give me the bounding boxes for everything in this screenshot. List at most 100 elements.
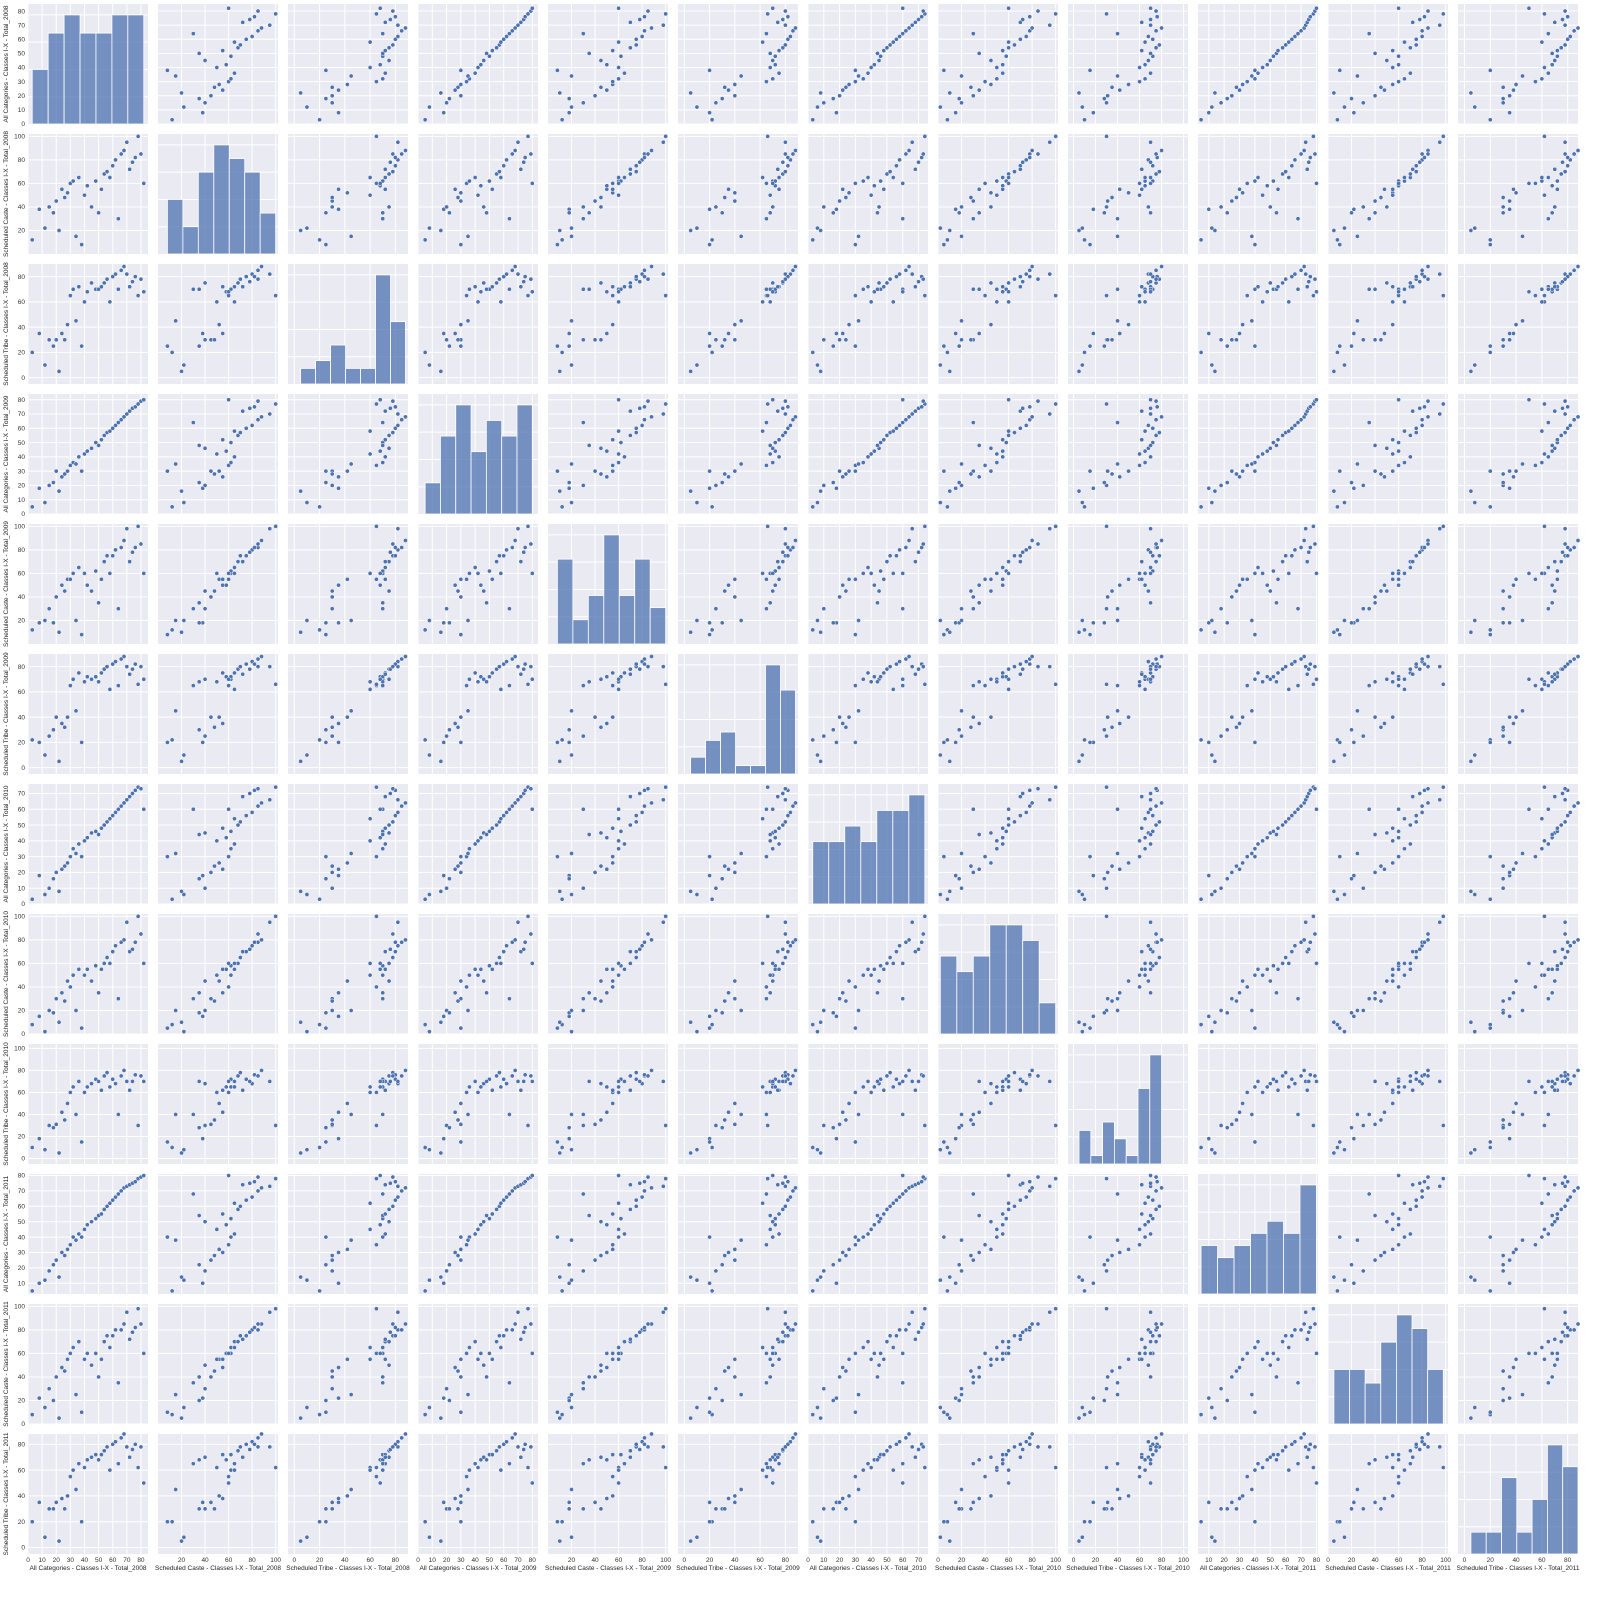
- scatter-point: [1209, 500, 1215, 505]
- scatter-point: [518, 1087, 524, 1093]
- scatter-point: [1306, 279, 1312, 285]
- scatter-point: [1137, 293, 1142, 298]
- scatter-point: [622, 175, 627, 180]
- scatter-point: [810, 1145, 816, 1150]
- scatter-point: [1244, 181, 1250, 186]
- scatter-point: [1565, 545, 1571, 550]
- scatter-point: [232, 687, 237, 692]
- scatter-point: [243, 813, 249, 818]
- scatter-point: [783, 8, 788, 14]
- scatter-point: [586, 1079, 592, 1084]
- scatter-point: [472, 175, 478, 180]
- scatter-point: [1264, 582, 1270, 588]
- scatter-point: [959, 318, 964, 324]
- scatter-point: [1126, 190, 1131, 196]
- scatter-point: [374, 11, 379, 17]
- scatter-point: [1507, 740, 1512, 745]
- scatter-point: [65, 860, 70, 866]
- scatter-point: [494, 559, 499, 564]
- scatter-point: [116, 420, 121, 425]
- cell-6-1: [158, 784, 278, 905]
- scatter-point: [475, 679, 481, 685]
- scatter-point: [1437, 526, 1443, 532]
- scatter-point: [220, 331, 226, 336]
- scatter-point: [604, 1109, 610, 1115]
- scatter-point: [1513, 576, 1519, 582]
- cell-8-3: [417, 1044, 538, 1164]
- scatter-point: [770, 806, 776, 812]
- scatter-point: [628, 822, 633, 828]
- scatter-point: [770, 961, 776, 966]
- scatter-point: [860, 178, 866, 184]
- cell-background: [1328, 4, 1448, 124]
- scatter-point: [512, 654, 518, 659]
- scatter-point: [785, 553, 791, 559]
- scatter-point: [637, 946, 643, 952]
- scatter-point: [1295, 31, 1301, 36]
- cell-6-0: [27, 784, 148, 905]
- cell-background: [28, 784, 148, 904]
- scatter-point: [645, 1073, 651, 1079]
- scatter-point: [566, 96, 572, 101]
- scatter-point: [580, 100, 586, 106]
- scatter-point: [1513, 190, 1519, 196]
- scatter-point: [900, 606, 906, 612]
- scatter-point: [438, 1150, 444, 1156]
- scatter-point: [238, 430, 243, 435]
- scatter-point: [202, 100, 208, 106]
- cell-2-0: [27, 264, 148, 384]
- scatter-point: [255, 28, 261, 34]
- scatter-point: [956, 210, 962, 216]
- scatter-point: [304, 225, 310, 231]
- scatter-point: [1425, 151, 1431, 157]
- scatter-point: [764, 854, 769, 859]
- scatter-point: [395, 411, 401, 417]
- scatter-point: [970, 216, 976, 222]
- scatter-point: [941, 343, 947, 349]
- scatter-point: [840, 331, 846, 336]
- scatter-point: [1378, 588, 1384, 594]
- scatter-point: [387, 17, 393, 22]
- scatter-point: [660, 1079, 666, 1084]
- scatter-point: [444, 733, 449, 739]
- scatter-point: [830, 96, 836, 101]
- scatter-point: [51, 1010, 56, 1016]
- cell-3-10: [1327, 394, 1448, 515]
- scatter-point: [458, 190, 464, 196]
- histogram-bar: [244, 171, 261, 255]
- scatter-point: [507, 683, 512, 688]
- scatter-point: [765, 784, 771, 790]
- scatter-point: [447, 1010, 452, 1016]
- scatter-point: [1267, 280, 1273, 286]
- scatter-point: [780, 961, 786, 966]
- scatter-point: [764, 420, 769, 425]
- scatter-point: [1410, 559, 1416, 564]
- scatter-point: [472, 841, 478, 847]
- scatter-point: [837, 198, 842, 204]
- scatter-point: [1487, 237, 1493, 243]
- scatter-point: [267, 797, 273, 803]
- scatter-point: [1562, 42, 1568, 48]
- scatter-point: [1000, 62, 1006, 68]
- scatter-point: [1555, 437, 1560, 443]
- cell-3-9: [1198, 394, 1319, 515]
- scatter-point: [900, 289, 906, 295]
- scatter-point: [522, 1072, 528, 1078]
- scatter-point: [1264, 289, 1270, 295]
- scatter-point: [732, 322, 738, 327]
- scatter-point: [1402, 39, 1407, 45]
- scatter-point: [1271, 53, 1276, 59]
- scatter-point: [1562, 786, 1568, 792]
- scatter-point: [1150, 163, 1156, 169]
- scatter-point: [780, 559, 786, 564]
- scatter-point: [458, 854, 464, 859]
- scatter-point: [452, 87, 458, 93]
- scatter-point: [196, 443, 202, 448]
- scatter-point: [196, 286, 202, 292]
- scatter-point: [377, 676, 383, 682]
- scatter-point: [96, 210, 101, 216]
- scatter-point: [29, 504, 35, 510]
- histogram-bar: [989, 924, 1007, 1035]
- scatter-point: [722, 195, 728, 200]
- scatter-point: [770, 5, 776, 11]
